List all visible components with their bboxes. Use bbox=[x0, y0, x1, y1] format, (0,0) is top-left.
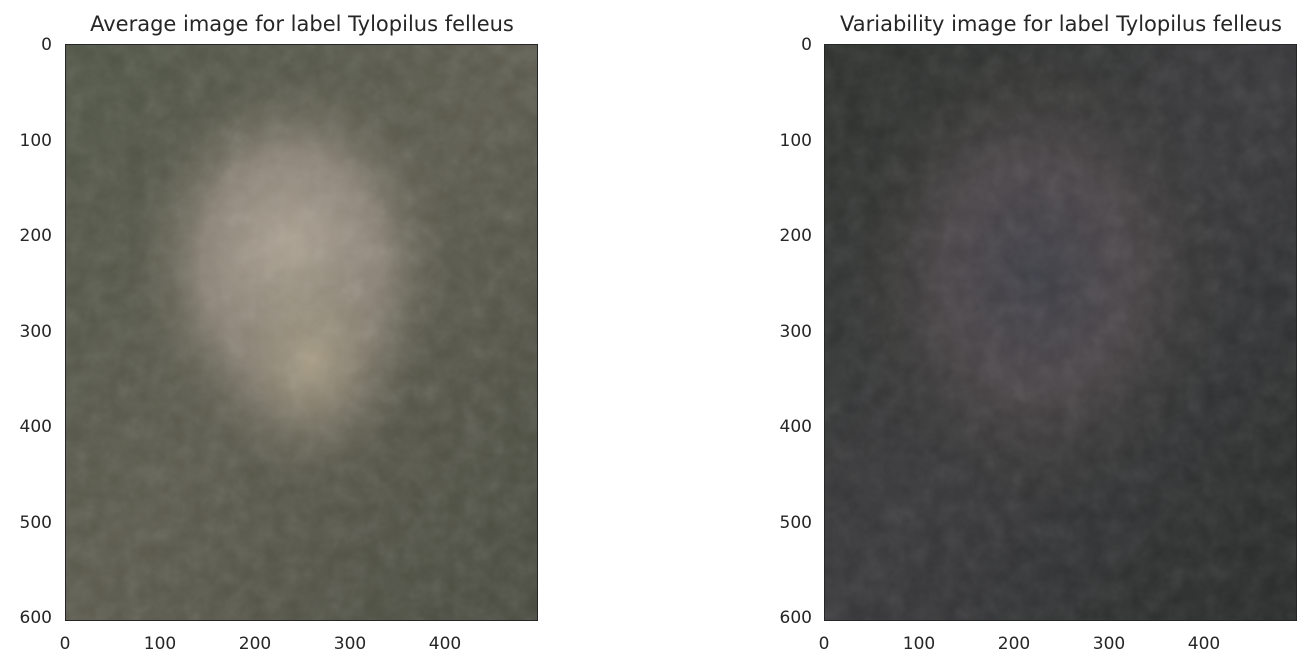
variability-image-svg bbox=[825, 45, 1296, 620]
ytick-label: 200 bbox=[19, 226, 52, 246]
ytick-label: 500 bbox=[19, 513, 52, 533]
ytick-label: 500 bbox=[779, 513, 812, 533]
xtick-label: 200 bbox=[238, 634, 272, 654]
ytick-label: 0 bbox=[801, 35, 812, 55]
xtick-label: 200 bbox=[997, 634, 1031, 654]
chart-title: Average image for label Tylopilus felleu… bbox=[90, 12, 514, 36]
xtick-label: 400 bbox=[1187, 634, 1221, 654]
xtick-label: 300 bbox=[333, 634, 367, 654]
average-image-svg bbox=[66, 45, 537, 620]
variability-image-plot bbox=[824, 44, 1297, 621]
ytick-label: 300 bbox=[19, 322, 52, 342]
ytick-label: 400 bbox=[19, 417, 52, 437]
ytick-label: 100 bbox=[779, 131, 812, 151]
average-image-panel: Average image for label Tylopilus felleu… bbox=[0, 0, 560, 671]
ytick-label: 200 bbox=[779, 226, 812, 246]
xtick-label: 0 bbox=[818, 634, 830, 654]
chart-title: Variability image for label Tylopilus fe… bbox=[840, 12, 1282, 36]
ytick-label: 300 bbox=[779, 322, 812, 342]
ytick-label: 600 bbox=[19, 608, 52, 628]
ytick-label: 400 bbox=[779, 417, 812, 437]
ytick-label: 100 bbox=[19, 131, 52, 151]
xtick-label: 300 bbox=[1092, 634, 1126, 654]
xtick-label: 400 bbox=[428, 634, 462, 654]
xtick-label: 100 bbox=[902, 634, 936, 654]
ytick-label: 0 bbox=[41, 35, 52, 55]
ytick-label: 600 bbox=[779, 608, 812, 628]
xtick-label: 100 bbox=[143, 634, 177, 654]
xtick-label: 0 bbox=[59, 634, 71, 654]
variability-image-panel: Variability image for label Tylopilus fe… bbox=[760, 0, 1314, 671]
average-image-plot bbox=[65, 44, 538, 621]
